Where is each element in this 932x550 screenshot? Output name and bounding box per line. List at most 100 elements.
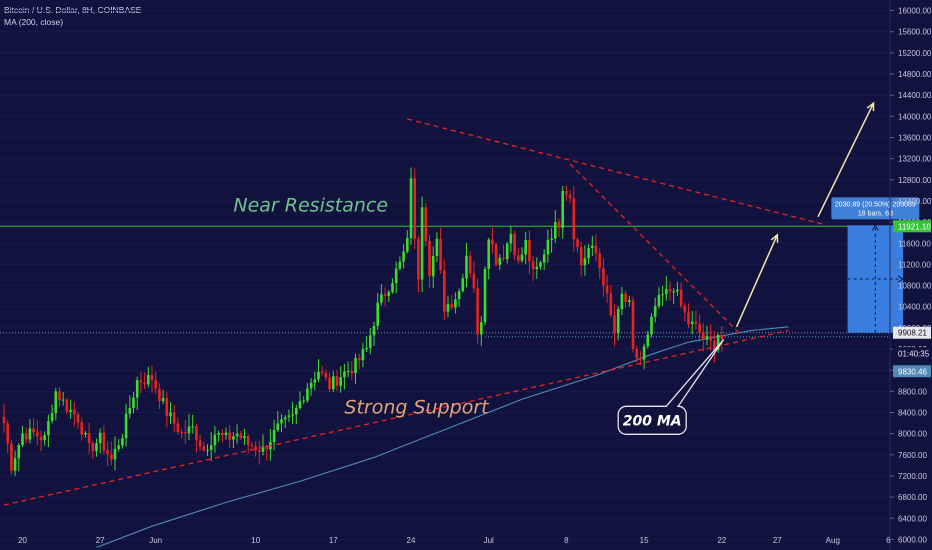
candle xyxy=(24,433,28,440)
candle xyxy=(446,304,450,312)
candle xyxy=(191,426,194,428)
candle xyxy=(298,401,302,408)
candle xyxy=(665,288,668,295)
candle xyxy=(217,432,220,435)
candle xyxy=(32,428,35,433)
candle xyxy=(280,419,283,424)
candle xyxy=(472,273,476,289)
candle xyxy=(539,262,542,267)
candle xyxy=(457,291,461,300)
candle xyxy=(102,432,106,451)
candle xyxy=(76,414,80,423)
candle xyxy=(431,255,435,277)
candle xyxy=(428,241,431,277)
candle xyxy=(380,294,383,303)
candle xyxy=(258,450,261,452)
candle xyxy=(487,239,490,270)
candle xyxy=(283,417,287,420)
price-tick-label: 11200.00 xyxy=(898,260,931,269)
candle xyxy=(420,207,424,280)
ma-callout-box xyxy=(617,405,687,435)
candle xyxy=(498,257,502,265)
arrow-lower xyxy=(735,234,778,328)
price-axis: 6000.00 6400.00 6800.00 7200.00 7600.00 8000.… xyxy=(889,0,932,550)
candle xyxy=(295,407,298,415)
candle xyxy=(213,434,217,446)
candle xyxy=(309,382,313,389)
candle xyxy=(698,324,701,334)
time-tick-label: 24 xyxy=(407,536,416,545)
candle xyxy=(709,335,712,341)
ma-price-tag-bg xyxy=(893,365,931,378)
price-tick-label: 6400.00 xyxy=(898,514,927,523)
candle xyxy=(439,238,442,271)
candle xyxy=(206,449,209,451)
candle xyxy=(676,289,679,292)
candle xyxy=(54,391,58,414)
price-tick-label: 6000.00 xyxy=(898,535,927,544)
measure-label-box xyxy=(831,197,920,220)
ma-price-tag: 9830.46 xyxy=(898,367,927,376)
candle xyxy=(454,299,457,308)
candle xyxy=(246,436,250,445)
price-tick-label: 14800.00 xyxy=(898,70,932,79)
candle xyxy=(394,268,398,284)
candle xyxy=(350,371,354,374)
measure-label-change: 2030.89 (20.50%) 203089 xyxy=(835,201,916,208)
candle xyxy=(80,422,83,435)
candle xyxy=(628,300,631,303)
candle xyxy=(150,375,154,381)
ma-callout-pointer xyxy=(665,339,725,407)
candle xyxy=(594,245,598,254)
candle xyxy=(365,347,368,350)
price-tick-label: 15600.00 xyxy=(898,28,932,37)
candlestick-series xyxy=(2,167,724,476)
candle xyxy=(535,266,539,270)
candle xyxy=(161,398,165,402)
candle xyxy=(557,222,561,228)
candle xyxy=(494,244,498,265)
candle xyxy=(124,413,128,439)
candle xyxy=(58,391,61,401)
price-tick-label: 12800.00 xyxy=(898,176,932,185)
price-tick-label: 8400.00 xyxy=(898,409,927,418)
candle xyxy=(320,371,324,373)
candle xyxy=(228,432,231,440)
price-tick-label: 11600.00 xyxy=(898,239,931,248)
candle xyxy=(443,270,446,312)
candle xyxy=(609,293,613,316)
candle xyxy=(43,435,46,441)
resistance-price-tag-bg xyxy=(893,220,931,233)
current-price-tag-bg xyxy=(893,326,931,339)
candle xyxy=(398,261,402,269)
candle xyxy=(198,440,202,447)
candle xyxy=(195,426,198,441)
candle xyxy=(435,238,439,256)
candle xyxy=(47,420,50,436)
price-tick-label: 15200.00 xyxy=(898,49,932,58)
candle xyxy=(184,432,187,434)
candle xyxy=(402,251,405,262)
candle xyxy=(624,293,627,303)
candle xyxy=(117,445,120,449)
candle xyxy=(513,233,516,256)
candle xyxy=(583,258,587,266)
candle xyxy=(509,233,513,244)
candle xyxy=(139,380,143,383)
measure-label-bars: 18 bars, 6d xyxy=(858,210,893,217)
candle xyxy=(10,443,13,471)
candle xyxy=(221,432,224,436)
price-tick-label: 13600.00 xyxy=(898,134,932,143)
candle xyxy=(291,414,294,416)
time-tick-label: 27 xyxy=(773,536,782,545)
candle xyxy=(232,436,235,440)
candle xyxy=(332,376,335,390)
candle xyxy=(128,407,132,414)
candle xyxy=(13,458,17,471)
time-tick-label: Jul xyxy=(484,536,494,545)
candle xyxy=(313,379,317,383)
candle xyxy=(546,239,550,255)
candle xyxy=(6,423,9,444)
candle xyxy=(132,397,135,408)
